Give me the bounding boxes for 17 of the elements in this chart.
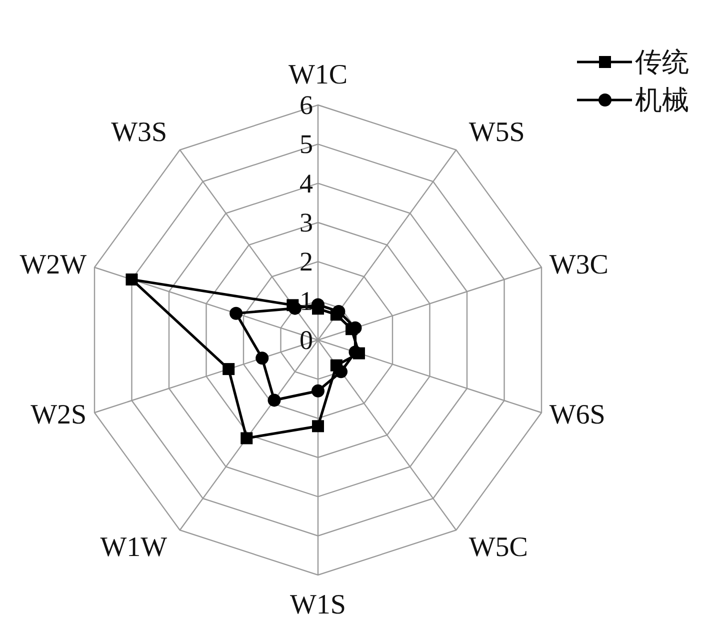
category-label: W1S bbox=[290, 590, 346, 620]
category-label: W2W bbox=[20, 249, 87, 280]
category-label: W3C bbox=[549, 249, 608, 280]
tick-label: 6 bbox=[300, 90, 313, 120]
tick-label: 3 bbox=[300, 208, 313, 238]
legend-label: 传统 bbox=[635, 47, 689, 77]
tick-label: 5 bbox=[300, 129, 313, 160]
category-label: W3S bbox=[111, 116, 168, 148]
category-label: W1W bbox=[100, 532, 168, 564]
category-label: W1C bbox=[288, 60, 348, 90]
category-label: W5C bbox=[468, 532, 528, 564]
tick-label: 2 bbox=[300, 246, 313, 277]
category-label: W5S bbox=[468, 116, 525, 148]
tick-label: 4 bbox=[300, 168, 313, 198]
category-label: W2S bbox=[30, 400, 87, 431]
legend-label: 机械 bbox=[635, 85, 689, 115]
category-label: W6S bbox=[549, 400, 606, 431]
